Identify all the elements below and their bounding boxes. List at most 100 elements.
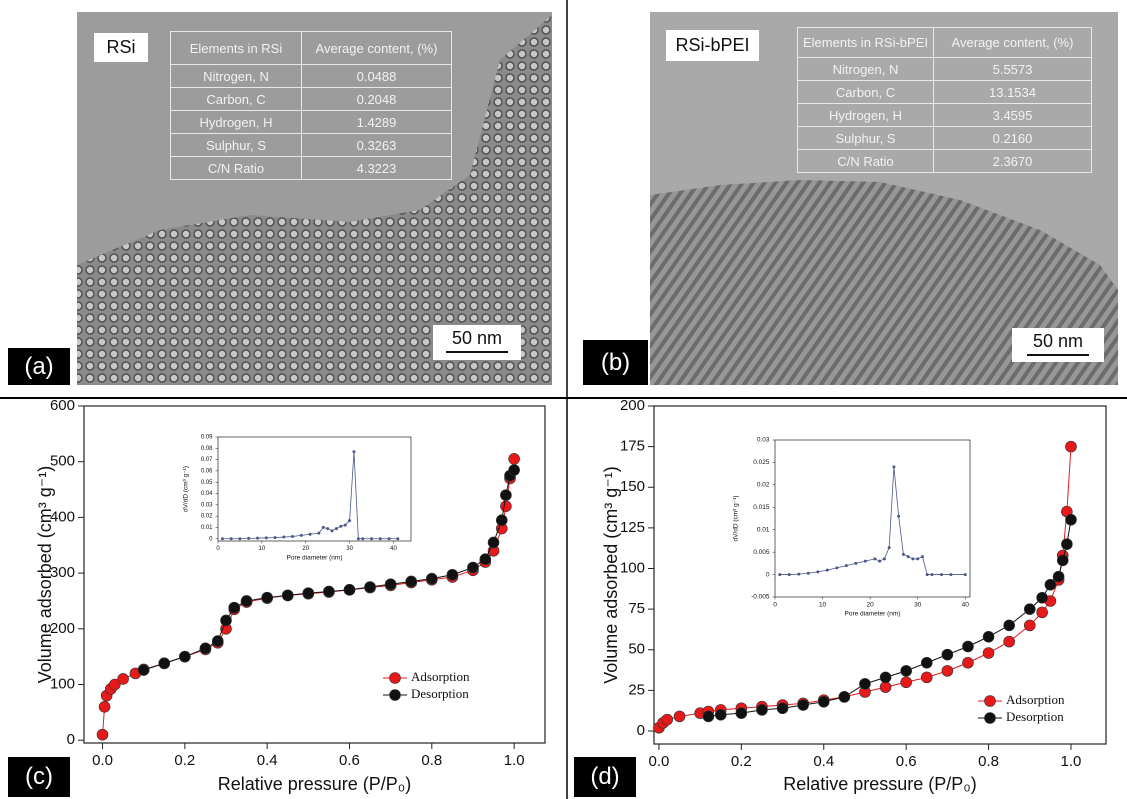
legend-label: Adsorption <box>411 669 470 684</box>
data-point <box>500 500 512 513</box>
x-tick-label: 30 <box>346 546 353 552</box>
data-point <box>179 650 191 663</box>
table-cell: Carbon, C <box>797 80 934 104</box>
y-tick-label: 0 <box>67 731 75 748</box>
data-point <box>247 536 251 540</box>
y-tick-label: 0.005 <box>753 549 770 556</box>
data-point <box>939 573 943 577</box>
data-point <box>906 555 910 559</box>
data-point <box>238 537 242 541</box>
x-axis-label: Pore diameter (nm) <box>287 555 343 562</box>
data-point <box>816 570 820 574</box>
element-table: Elements in RSi-bPEI Average content, (%)… <box>797 27 1092 173</box>
x-tick-label: 0.2 <box>731 753 752 770</box>
data-point <box>1023 603 1036 615</box>
data-point <box>282 535 286 539</box>
data-point <box>330 529 334 533</box>
panel-label: (a) <box>8 348 70 385</box>
data-point <box>879 681 892 693</box>
data-point <box>352 450 356 454</box>
scale-bar: 50 nm <box>433 325 521 360</box>
x-tick-label: 1.0 <box>1061 753 1082 770</box>
data-point <box>920 671 933 684</box>
data-point <box>109 678 121 691</box>
y-tick-label: 25 <box>628 681 645 698</box>
y-tick-label: 0.04 <box>201 491 213 497</box>
data-point <box>117 673 129 685</box>
data-point <box>343 584 356 596</box>
table-cell: 2.3670 <box>933 149 1092 173</box>
x-tick-label: 20 <box>867 601 875 608</box>
element-table: Elements in RSi Average content, (%) Nitro… <box>170 31 452 180</box>
data-point <box>334 527 338 531</box>
data-point <box>900 665 912 677</box>
data-point <box>1065 513 1077 526</box>
data-point <box>916 557 920 561</box>
data-point <box>949 573 953 577</box>
data-point <box>854 561 858 565</box>
legend-marker <box>389 672 401 684</box>
y-tick-label: 125 <box>620 519 645 536</box>
data-point <box>1065 440 1077 453</box>
scale-bar: 50 nm <box>1012 328 1104 362</box>
y-tick-label: 0.01 <box>201 525 213 531</box>
data-point <box>384 578 397 591</box>
table-cell: 0.3263 <box>301 133 452 157</box>
data-point <box>930 573 934 577</box>
data-point <box>1023 619 1036 632</box>
table-cell: Nitrogen, N <box>170 64 302 88</box>
data-point <box>228 601 241 614</box>
y-tick-label: 100 <box>50 675 75 692</box>
table-row: Hydrogen, H 3.4595 <box>797 103 1092 127</box>
table-cell: Carbon, C <box>170 87 302 111</box>
data-point <box>776 702 789 715</box>
data-point <box>308 532 312 536</box>
data-point <box>859 678 871 690</box>
data-point <box>962 640 974 653</box>
data-point <box>348 519 352 523</box>
data-point <box>446 568 459 581</box>
y-tick-label: 175 <box>620 438 645 455</box>
legend-label: Desorption <box>1006 709 1064 724</box>
data-point <box>844 564 848 568</box>
x-tick-label: 40 <box>962 601 970 608</box>
data-point <box>343 523 347 527</box>
y-tick-label: 0 <box>637 722 645 739</box>
data-point <box>356 537 360 541</box>
data-point <box>508 464 520 476</box>
y-tick-label: 0 <box>766 571 770 578</box>
data-point <box>339 524 343 528</box>
data-point <box>378 537 382 541</box>
data-point <box>508 453 520 465</box>
data-point <box>702 710 715 723</box>
table-cell: Sulphur, S <box>797 126 934 150</box>
data-point <box>661 713 673 726</box>
panel-label: (c) <box>8 757 70 797</box>
data-point <box>487 536 500 549</box>
table-cell: Hydrogen, H <box>170 110 302 134</box>
data-point <box>911 557 915 561</box>
y-tick-label: 0.01 <box>757 526 770 533</box>
x-tick-label: 0.0 <box>649 753 670 770</box>
data-point <box>806 571 810 575</box>
data-point <box>900 676 912 689</box>
table-cell: 13.1534 <box>933 80 1092 104</box>
data-point <box>778 573 782 577</box>
x-tick-label: 0.6 <box>896 753 917 770</box>
x-tick-label: 10 <box>259 546 266 552</box>
y-tick-label: 0.09 <box>201 435 213 441</box>
x-tick-label: 0.0 <box>92 752 113 769</box>
data-point <box>878 559 882 563</box>
legend-label: Desorption <box>411 686 469 701</box>
data-point <box>787 573 791 577</box>
header-cell: Elements in RSi-bPEI <box>797 27 934 58</box>
x-axis-label: Pore diameter (nm) <box>845 611 901 618</box>
y-tick-label: 300 <box>50 564 75 581</box>
data-point <box>714 708 727 721</box>
data-point <box>1003 619 1015 632</box>
table-row: Nitrogen, N 0.0488 <box>170 64 452 88</box>
x-tick-label: 0 <box>773 601 777 608</box>
data-point <box>137 664 150 676</box>
